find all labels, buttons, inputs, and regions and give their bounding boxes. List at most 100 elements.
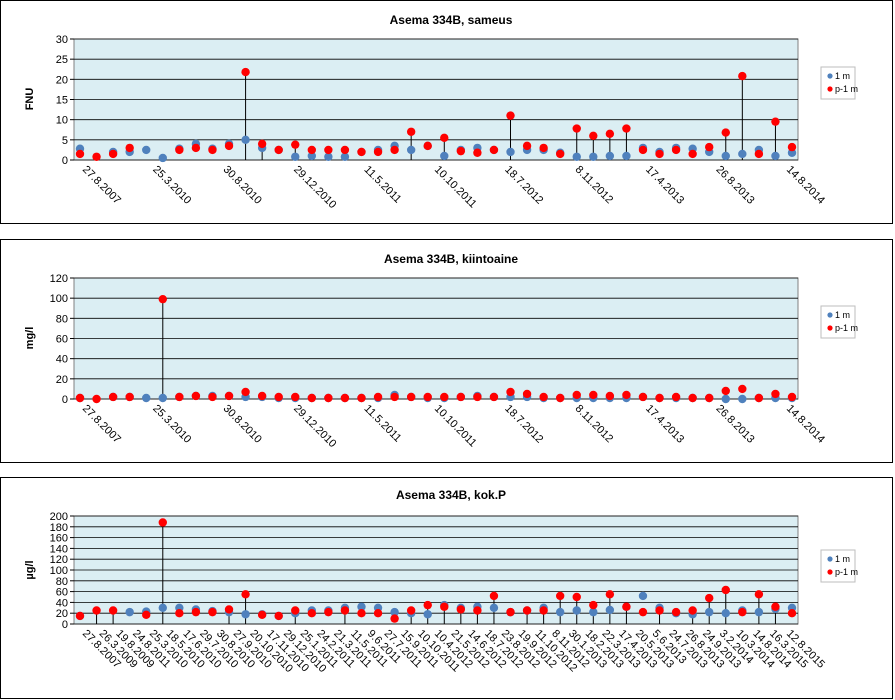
point-p1m bbox=[241, 387, 250, 397]
x-tick-label: 26.8.2013 bbox=[713, 164, 756, 207]
point-1m bbox=[440, 151, 449, 161]
y-tick-label: 40 bbox=[56, 354, 68, 366]
point-p1m bbox=[622, 390, 631, 400]
x-tick-label: 29.12.2010 bbox=[291, 403, 338, 450]
point-p1m bbox=[738, 384, 747, 394]
point-p1m bbox=[108, 606, 118, 615]
point-p1m bbox=[390, 145, 399, 155]
point-p1m bbox=[605, 391, 615, 401]
point-1m bbox=[638, 591, 648, 601]
point-p1m bbox=[506, 111, 515, 120]
x-tick-label: 25.3.2010 bbox=[150, 164, 193, 207]
point-p1m bbox=[373, 609, 383, 618]
point-p1m bbox=[108, 392, 118, 402]
point-p1m bbox=[572, 390, 581, 400]
point-p1m bbox=[456, 146, 466, 156]
y-tick-label: 5 bbox=[62, 135, 68, 147]
x-tick-label: 30.8.2010 bbox=[221, 403, 264, 446]
x-tick-label: 11.5.2011 bbox=[361, 403, 403, 445]
chart-panel-kokp: Asema 334B, kok.P 0 20 40 60 80 100 120 140 160 18… bbox=[0, 477, 893, 699]
point-p1m bbox=[787, 609, 797, 618]
x-tick-label: 10.10.2011 bbox=[432, 164, 479, 211]
point-p1m bbox=[589, 131, 598, 140]
point-p1m bbox=[638, 392, 648, 402]
point-1m bbox=[738, 394, 747, 404]
point-p1m bbox=[655, 393, 664, 403]
y-axis-label: FNU bbox=[24, 88, 36, 111]
point-p1m bbox=[340, 393, 350, 403]
point-p1m bbox=[622, 602, 631, 611]
point-p1m bbox=[440, 392, 449, 402]
point-p1m bbox=[175, 145, 184, 155]
point-p1m bbox=[721, 386, 730, 396]
point-p1m bbox=[705, 593, 714, 603]
x-tick-label: 14.8.2014 bbox=[784, 403, 827, 446]
chart-title: Asema 334B, kiintoaine bbox=[384, 252, 518, 266]
point-1m bbox=[324, 152, 333, 161]
point-1m bbox=[738, 149, 747, 159]
x-tick-label: 11.5.2011 bbox=[361, 164, 403, 206]
x-tick-label: 27.8.2007 bbox=[80, 164, 123, 207]
y-tick-label: 60 bbox=[56, 334, 68, 346]
point-p1m bbox=[688, 393, 697, 403]
y-tick-label: 0 bbox=[62, 155, 68, 167]
y-tick-label: 15 bbox=[56, 95, 68, 107]
chart-svg-kiintoaine: Asema 334B, kiintoaine 0 20 40 60 80 100 120 mg/… bbox=[24, 252, 858, 450]
y-tick-label: 80 bbox=[56, 576, 68, 588]
y-tick-label: 30 bbox=[56, 34, 68, 46]
point-p1m bbox=[324, 393, 333, 403]
point-p1m bbox=[307, 145, 317, 155]
point-1m bbox=[605, 605, 615, 615]
point-p1m bbox=[456, 605, 466, 614]
y-tick-label: 100 bbox=[50, 293, 68, 305]
chart-svg-kokp: Asema 334B, kok.P 02040608010012014016018… bbox=[24, 488, 858, 675]
point-p1m bbox=[406, 606, 416, 615]
point-p1m bbox=[340, 145, 350, 155]
point-p1m bbox=[456, 392, 466, 402]
point-p1m bbox=[473, 392, 482, 402]
x-tick-label: 17.4.2013 bbox=[643, 403, 686, 446]
x-tick-label: 10.10.2011 bbox=[432, 403, 479, 450]
point-p1m bbox=[738, 71, 747, 81]
point-1m bbox=[406, 145, 416, 155]
point-p1m bbox=[257, 139, 267, 149]
point-p1m bbox=[638, 145, 648, 155]
point-p1m bbox=[638, 607, 648, 617]
point-1m bbox=[158, 393, 167, 403]
point-p1m bbox=[257, 391, 267, 401]
point-p1m bbox=[738, 607, 747, 617]
chart-title: Asema 334B, kok.P bbox=[396, 488, 506, 502]
point-1m bbox=[771, 151, 780, 161]
y-tick-label: 160 bbox=[50, 533, 68, 545]
point-p1m bbox=[721, 128, 730, 137]
point-p1m bbox=[754, 590, 764, 599]
point-p1m bbox=[373, 392, 383, 402]
legend-marker bbox=[827, 312, 833, 318]
y-tick-label: 40 bbox=[56, 597, 68, 609]
point-p1m bbox=[175, 392, 184, 402]
point-p1m bbox=[705, 142, 714, 152]
point-p1m bbox=[324, 145, 333, 155]
legend: 1 m p-1 m bbox=[820, 66, 858, 100]
point-p1m bbox=[539, 392, 548, 402]
y-tick-label: 25 bbox=[56, 54, 68, 66]
point-p1m bbox=[605, 129, 615, 138]
point-1m bbox=[158, 153, 167, 163]
point-1m bbox=[307, 151, 317, 161]
y-tick-label: 20 bbox=[56, 374, 68, 386]
point-p1m bbox=[555, 393, 565, 403]
legend-label: 1 m bbox=[835, 310, 850, 320]
point-p1m bbox=[357, 609, 366, 618]
point-1m bbox=[589, 607, 598, 617]
point-p1m bbox=[771, 602, 780, 611]
point-p1m bbox=[257, 610, 267, 620]
legend-box bbox=[820, 66, 856, 100]
point-p1m bbox=[191, 391, 201, 401]
point-1m bbox=[241, 135, 250, 145]
legend-box bbox=[820, 549, 856, 583]
legend: 1 m p-1 m bbox=[820, 305, 858, 339]
x-tick-label: 8.11.2012 bbox=[573, 403, 616, 446]
y-axis-label: µg/l bbox=[24, 560, 36, 579]
legend-marker bbox=[827, 73, 833, 79]
point-p1m bbox=[208, 392, 217, 402]
